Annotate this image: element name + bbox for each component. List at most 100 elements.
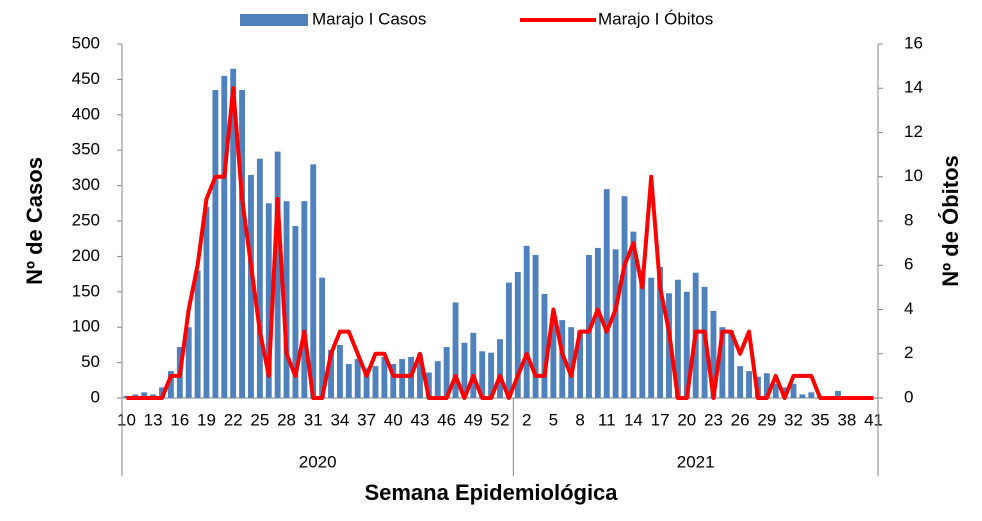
x-tick-label: 32 (784, 410, 803, 429)
bar (657, 267, 664, 398)
bar (141, 392, 148, 398)
x-tick-label: 22 (224, 410, 243, 429)
bar (621, 196, 628, 398)
bar (248, 174, 254, 398)
x-tick-label: 25 (250, 410, 269, 429)
bar (167, 371, 174, 398)
y2-axis-title: Nº de Óbitos (938, 155, 963, 286)
bar (541, 293, 548, 398)
bar (310, 164, 317, 398)
legend-label: Marajo I Casos (312, 9, 426, 28)
bar (301, 201, 308, 398)
bar (772, 383, 779, 398)
x-tick-label: 26 (731, 410, 750, 429)
bar (212, 90, 219, 399)
bar (710, 310, 717, 398)
bar (799, 394, 806, 398)
bar (719, 327, 726, 398)
y2-tick-label: 2 (904, 343, 913, 362)
bar (345, 364, 352, 398)
x-tick-label: 8 (575, 410, 584, 429)
bar (648, 277, 655, 398)
bar (256, 158, 263, 398)
bar (594, 247, 601, 398)
bar (363, 368, 370, 398)
x-tick-label: 52 (491, 410, 510, 429)
y2-tick-label: 16 (904, 33, 923, 52)
bar (283, 201, 290, 398)
y2-tick-label: 14 (904, 78, 923, 97)
x-tick-label: 13 (144, 410, 163, 429)
x-tick-label: 35 (811, 410, 830, 429)
x-tick-label: 2 (522, 410, 531, 429)
x-tick-label: 38 (837, 410, 856, 429)
bar (230, 68, 237, 398)
x-tick-label: 46 (437, 410, 456, 429)
y2-tick-label: 10 (904, 166, 923, 185)
bar (630, 231, 637, 398)
x-tick-label: 34 (330, 410, 349, 429)
bar (550, 314, 557, 398)
bar (417, 354, 423, 398)
y-tick-label: 150 (72, 281, 100, 300)
bar (434, 361, 441, 398)
bar (381, 356, 388, 398)
x-tick-label: 43 (410, 410, 429, 429)
bar (425, 372, 432, 398)
bar (728, 330, 735, 398)
bar (514, 271, 521, 398)
x-tick-label: 11 (598, 410, 616, 429)
bar (612, 249, 619, 398)
bar (808, 392, 815, 398)
bar (523, 245, 530, 398)
y-tick-label: 200 (72, 246, 100, 265)
bar (470, 332, 477, 398)
y-axis-title: Nº de Casos (22, 157, 47, 285)
x-axis-title: Semana Epidemiológica (364, 480, 618, 505)
bar (443, 347, 450, 398)
x-tick-label: 14 (624, 410, 643, 429)
bar (336, 344, 343, 398)
bar (568, 327, 575, 398)
x-tick-label: 17 (651, 410, 670, 429)
bar (239, 90, 246, 399)
bar (461, 342, 468, 398)
bar (639, 270, 646, 398)
bar (274, 151, 281, 398)
y-tick-label: 450 (72, 69, 100, 88)
bar (603, 189, 610, 398)
bar (221, 75, 228, 399)
bar (452, 302, 459, 398)
x-tick-label: 20 (677, 410, 696, 429)
bar (532, 254, 539, 398)
bar (354, 359, 361, 398)
x-tick-label: 29 (757, 410, 776, 429)
bar (185, 327, 192, 398)
bar (479, 351, 486, 398)
bar (372, 366, 379, 398)
bar (328, 349, 334, 398)
bar (763, 373, 770, 398)
legend-swatch (240, 14, 308, 26)
bar (497, 339, 503, 398)
bar (737, 366, 744, 398)
y-tick-label: 100 (72, 317, 100, 336)
x-tick-label: 10 (117, 410, 136, 429)
bar (790, 383, 797, 398)
group-label: 2020 (299, 452, 337, 471)
bar (319, 277, 326, 398)
y2-tick-label: 0 (904, 387, 913, 406)
bar (488, 352, 495, 398)
y-tick-label: 400 (72, 104, 100, 123)
x-tick-label: 40 (384, 410, 403, 429)
y-tick-label: 0 (91, 387, 100, 406)
bar (835, 390, 841, 398)
x-tick-label: 5 (549, 410, 558, 429)
bar (577, 330, 583, 398)
bar (265, 203, 272, 398)
x-tick-label: 31 (304, 410, 323, 429)
bar (292, 225, 299, 398)
bar (399, 359, 406, 398)
group-label: 2021 (677, 452, 715, 471)
x-tick-label: 28 (277, 410, 296, 429)
